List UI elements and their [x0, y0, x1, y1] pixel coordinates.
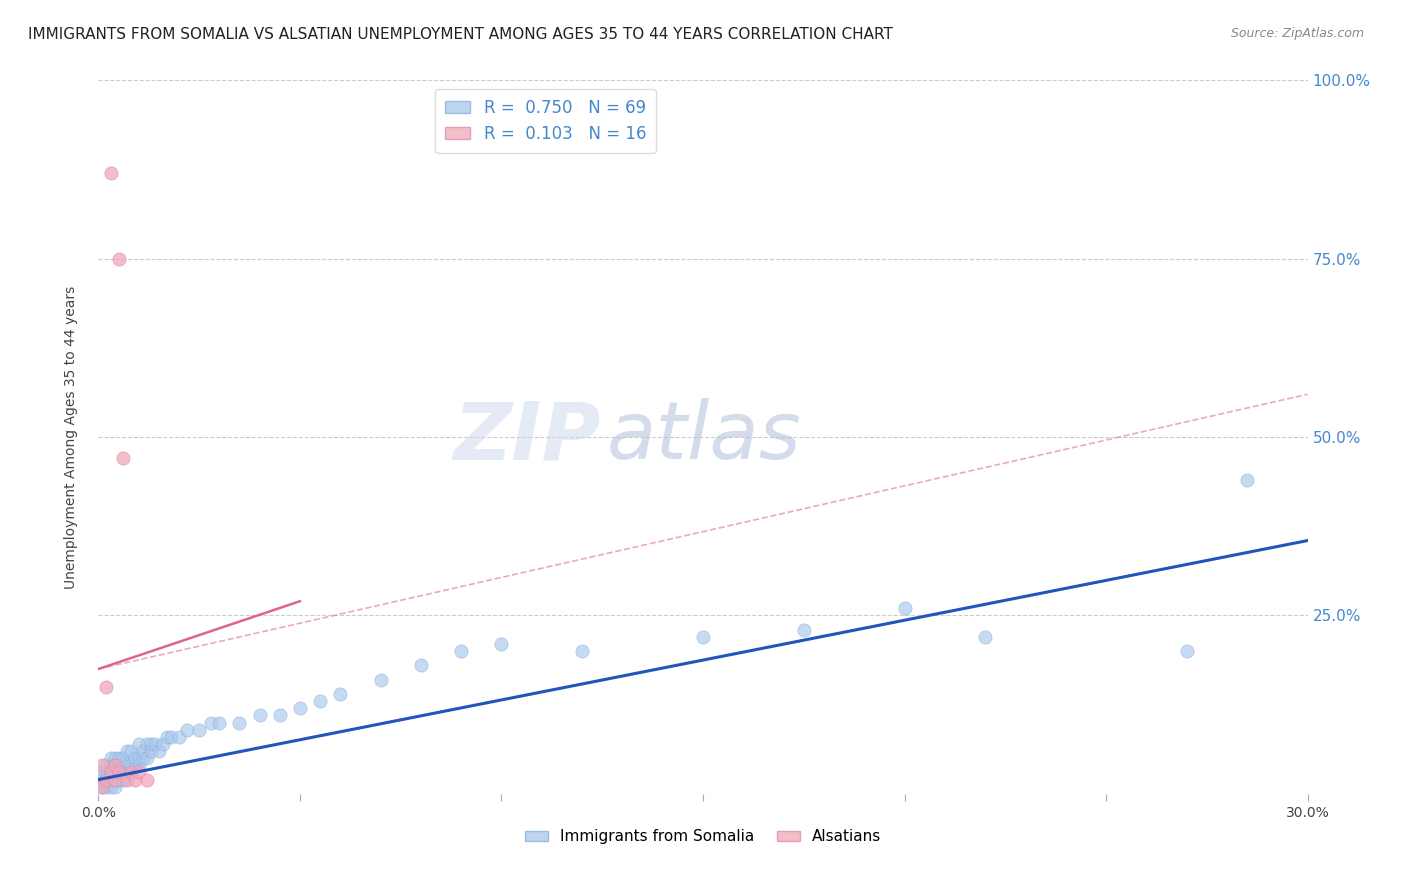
Point: [115, 758, 138, 772]
Point: [111, 751, 134, 765]
Y-axis label: Unemployment Among Ages 35 to 44 years: Unemployment Among Ages 35 to 44 years: [63, 285, 77, 589]
Point: [111, 451, 134, 466]
Point: [120, 765, 142, 780]
Point: [188, 723, 211, 737]
Point: [143, 737, 166, 751]
Point: [139, 737, 162, 751]
Point: [115, 772, 138, 787]
Point: [208, 715, 231, 730]
Point: [100, 780, 122, 794]
Point: [288, 701, 311, 715]
Point: [107, 252, 129, 266]
Point: [100, 751, 122, 765]
Point: [103, 772, 125, 787]
Point: [135, 751, 157, 765]
Point: [100, 765, 122, 780]
Point: [128, 758, 150, 772]
Point: [107, 765, 129, 780]
Point: [974, 630, 997, 644]
Point: [115, 744, 138, 758]
Point: [96, 772, 118, 787]
Point: [91, 765, 114, 780]
Point: [111, 758, 134, 772]
Point: [132, 751, 155, 765]
Point: [692, 630, 714, 644]
Point: [124, 751, 146, 765]
Point: [103, 751, 125, 765]
Point: [139, 744, 162, 758]
Legend: Immigrants from Somalia, Alsatians: Immigrants from Somalia, Alsatians: [519, 823, 887, 850]
Point: [103, 765, 125, 780]
Point: [124, 772, 146, 787]
Point: [103, 780, 125, 794]
Point: [120, 744, 142, 758]
Point: [249, 708, 271, 723]
Point: [269, 708, 291, 723]
Point: [96, 780, 118, 794]
Point: [96, 680, 118, 694]
Point: [156, 730, 179, 744]
Point: [200, 715, 222, 730]
Point: [103, 772, 125, 787]
Point: [571, 644, 593, 658]
Text: ZIP: ZIP: [453, 398, 600, 476]
Point: [120, 765, 142, 780]
Point: [370, 673, 392, 687]
Point: [107, 765, 129, 780]
Point: [128, 751, 150, 765]
Point: [450, 644, 472, 658]
Point: [135, 772, 157, 787]
Point: [115, 765, 138, 780]
Point: [107, 758, 129, 772]
Point: [491, 637, 513, 651]
Point: [111, 765, 134, 780]
Point: [120, 758, 142, 772]
Point: [176, 723, 198, 737]
Point: [309, 694, 332, 708]
Point: [100, 765, 122, 780]
Point: [107, 772, 129, 787]
Point: [128, 737, 150, 751]
Point: [100, 758, 122, 772]
Point: [96, 772, 118, 787]
Point: [124, 758, 146, 772]
Point: [228, 715, 250, 730]
Point: [96, 758, 118, 772]
Point: [329, 687, 352, 701]
Point: [1236, 473, 1258, 487]
Point: [128, 765, 150, 780]
Point: [91, 780, 114, 794]
Text: IMMIGRANTS FROM SOMALIA VS ALSATIAN UNEMPLOYMENT AMONG AGES 35 TO 44 YEARS CORRE: IMMIGRANTS FROM SOMALIA VS ALSATIAN UNEM…: [28, 27, 893, 42]
Point: [91, 780, 114, 794]
Point: [91, 772, 114, 787]
Point: [96, 765, 118, 780]
Text: atlas: atlas: [606, 398, 801, 476]
Point: [793, 623, 815, 637]
Point: [107, 751, 129, 765]
Point: [103, 758, 125, 772]
Point: [148, 744, 170, 758]
Point: [91, 758, 114, 772]
Point: [160, 730, 183, 744]
Point: [100, 166, 122, 180]
Text: Source: ZipAtlas.com: Source: ZipAtlas.com: [1230, 27, 1364, 40]
Point: [100, 772, 122, 787]
Point: [893, 601, 915, 615]
Point: [111, 772, 134, 787]
Point: [135, 737, 157, 751]
Point: [152, 737, 174, 751]
Point: [103, 758, 125, 772]
Point: [132, 744, 155, 758]
Point: [167, 730, 190, 744]
Point: [409, 658, 432, 673]
Point: [1175, 644, 1198, 658]
